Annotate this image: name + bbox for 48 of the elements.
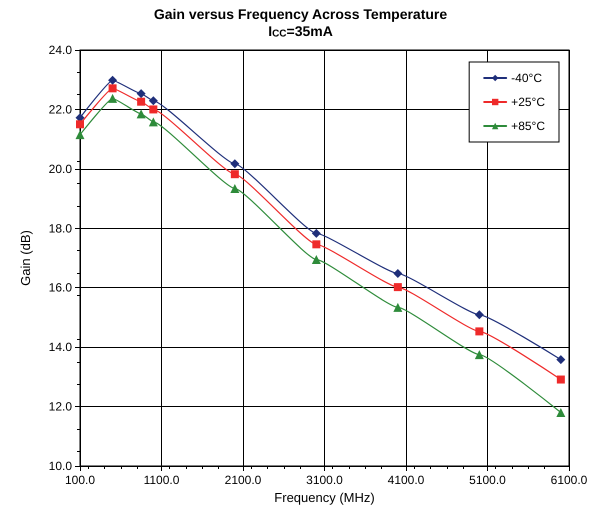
point	[230, 159, 240, 168]
point	[108, 94, 118, 103]
y-tick-label: 20.0	[48, 162, 72, 176]
x-tick-label: 100.0	[64, 473, 96, 487]
point	[137, 98, 146, 106]
x-tick-label: 4100.0	[388, 473, 425, 487]
point	[149, 105, 158, 114]
point	[312, 254, 321, 264]
point	[76, 130, 84, 140]
y-axis-title: Gain (dB)	[18, 230, 33, 286]
y-tick-label: 12.0	[48, 400, 72, 414]
x-tick-label: 6100.0	[550, 473, 588, 487]
point	[148, 117, 158, 126]
y-tick-label: 22.0	[48, 102, 72, 116]
x-tick-label: 2100.0	[224, 473, 262, 487]
legend-label: +85°C	[511, 119, 546, 133]
y-tick-label: 14.0	[48, 340, 72, 354]
chart-title: Gain versus Frequency Across Temperature	[154, 6, 448, 22]
point	[136, 109, 146, 118]
point	[474, 310, 484, 320]
x-tick-label: 3100.0	[306, 473, 344, 487]
point	[556, 355, 566, 364]
point	[394, 283, 402, 292]
point	[76, 120, 84, 128]
point	[230, 184, 240, 193]
point	[475, 327, 484, 336]
point	[474, 350, 484, 360]
point	[312, 228, 321, 238]
x-tick-label: 1100.0	[144, 473, 180, 487]
legend-label: +25°C	[511, 95, 546, 109]
point	[108, 76, 118, 85]
point	[556, 376, 565, 384]
point	[393, 302, 402, 312]
y-tick-label: 16.0	[48, 280, 72, 295]
point	[108, 84, 117, 92]
point	[148, 96, 158, 106]
chart-subtitle: ICC=35mA	[268, 23, 333, 40]
point	[312, 240, 320, 248]
x-tick-label: 5100.0	[469, 473, 506, 487]
x-axis-title: Frequency (MHz)	[274, 490, 375, 505]
point	[556, 408, 566, 418]
legend-label: -40°C	[511, 71, 542, 85]
point	[136, 89, 146, 98]
point	[230, 170, 239, 178]
point	[393, 268, 402, 278]
y-tick-label: 10.0	[48, 459, 72, 473]
y-tick-label: 24.0	[48, 43, 72, 57]
y-tick-label: 18.0	[48, 221, 72, 236]
